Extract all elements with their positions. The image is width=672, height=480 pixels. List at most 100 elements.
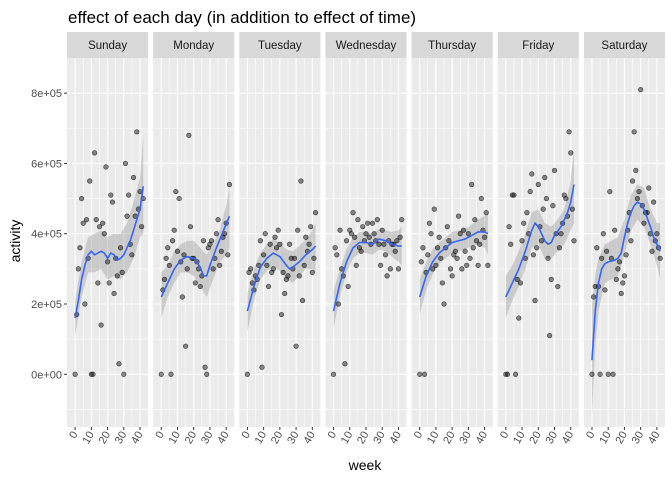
x-tick-label: 10 <box>339 430 356 447</box>
data-point <box>218 248 224 254</box>
data-point <box>129 252 135 258</box>
data-point <box>174 248 181 254</box>
x-tick-label: 0 <box>584 430 597 441</box>
data-point <box>511 192 517 198</box>
data-point <box>165 245 171 251</box>
data-point <box>295 227 301 233</box>
data-point <box>430 266 436 272</box>
data-point <box>425 252 431 258</box>
data-point <box>547 333 553 339</box>
data-point <box>441 301 447 307</box>
data-point <box>629 178 636 184</box>
data-point <box>202 364 208 370</box>
data-point <box>267 241 273 247</box>
data-point <box>119 269 125 275</box>
data-point <box>226 181 233 188</box>
chart-title: effect of each day (in addition to effec… <box>68 8 416 27</box>
data-point <box>616 259 623 265</box>
facet-label: Thursday <box>428 40 476 52</box>
data-point <box>272 234 278 240</box>
data-point <box>654 231 660 237</box>
data-point <box>514 276 520 283</box>
data-point <box>428 231 434 237</box>
data-point <box>426 220 433 226</box>
data-point <box>111 290 117 297</box>
facet-strip <box>239 32 321 58</box>
data-point <box>456 213 462 219</box>
data-point <box>265 283 272 290</box>
data-point <box>467 255 473 261</box>
data-point <box>418 259 424 265</box>
data-point <box>397 234 403 240</box>
data-point <box>134 129 140 135</box>
data-point <box>433 262 439 268</box>
data-point <box>259 364 265 370</box>
facet-monday: Monday 0 10 20 30 40 <box>153 32 235 447</box>
data-point <box>524 210 530 216</box>
data-point <box>108 192 114 198</box>
x-tick-label: 20 <box>441 430 458 447</box>
data-point <box>158 371 164 377</box>
data-point <box>179 294 185 300</box>
data-point <box>566 129 572 135</box>
x-tick-label: 10 <box>167 430 184 447</box>
data-point <box>446 238 452 244</box>
facet-label: Friday <box>522 40 554 52</box>
facet-strip <box>411 32 493 58</box>
data-point <box>558 231 564 237</box>
x-tick-label: 40 <box>646 430 663 447</box>
data-point <box>651 199 657 205</box>
data-point <box>470 245 476 251</box>
data-point <box>197 283 203 290</box>
data-point <box>355 217 361 223</box>
data-point <box>186 132 192 138</box>
data-point <box>217 262 223 268</box>
data-point <box>330 371 337 377</box>
data-point <box>506 224 512 230</box>
data-point <box>620 280 626 286</box>
x-tick-label: 30 <box>457 430 474 447</box>
data-point <box>262 231 268 237</box>
facet-friday: Friday 0 10 20 30 40 <box>497 32 579 446</box>
data-point <box>122 160 129 167</box>
data-point <box>571 238 577 244</box>
data-point <box>545 255 551 261</box>
data-point <box>79 195 85 202</box>
data-point <box>208 238 215 244</box>
y-axis: 0e+00 2e+05 4e+05 6e+05 8e+05 <box>31 88 67 381</box>
data-point <box>543 195 550 202</box>
x-tick-label: 40 <box>301 430 318 447</box>
data-point <box>517 280 524 286</box>
x-tick-label: 30 <box>199 430 216 447</box>
data-point <box>299 297 306 304</box>
data-point <box>612 227 618 233</box>
data-point <box>394 238 400 244</box>
x-tick-label: 30 <box>113 430 130 447</box>
data-point <box>215 217 221 223</box>
panel-content <box>244 178 319 377</box>
data-point <box>366 234 372 240</box>
data-point <box>264 262 270 268</box>
data-point <box>285 273 291 279</box>
y-tick-label: 8e+05 <box>31 88 62 100</box>
data-point <box>599 255 605 261</box>
confidence-band <box>419 212 488 315</box>
x-tick-label: 0 <box>240 430 253 441</box>
data-point <box>369 220 376 226</box>
data-point <box>605 371 611 377</box>
data-point <box>465 231 471 237</box>
facet-thursday: Thursday 0 10 20 30 40 <box>411 32 493 447</box>
data-point <box>296 273 302 279</box>
data-point <box>542 174 548 181</box>
data-point <box>192 280 198 286</box>
data-point <box>298 178 304 184</box>
data-point <box>615 266 621 272</box>
data-point <box>602 287 608 293</box>
x-tick-label: 40 <box>215 430 232 447</box>
data-point <box>477 241 483 247</box>
data-point <box>482 234 488 240</box>
data-point <box>83 217 90 223</box>
data-point <box>633 167 639 174</box>
